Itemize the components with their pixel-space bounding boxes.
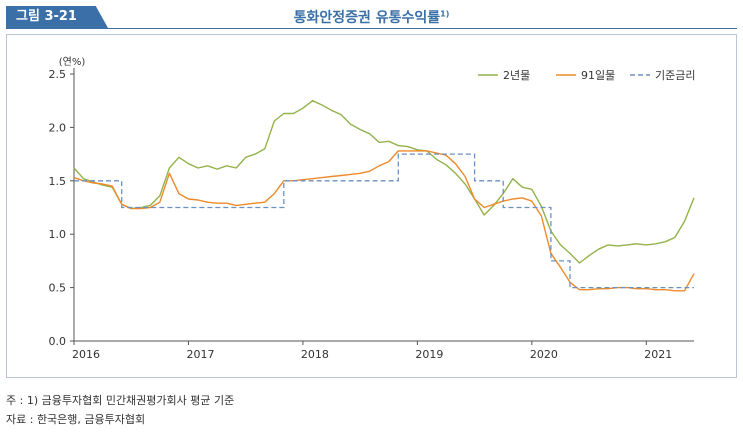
legend-base-rate-label: 기준금리 <box>655 69 695 82</box>
x-tick-label: 2016 <box>72 348 100 361</box>
chart-frame <box>6 34 737 378</box>
chart-title: 통화안정증권 유통수익률1) <box>0 7 743 27</box>
series-2y-line <box>73 100 695 264</box>
title-footnote-mark: 1) <box>440 9 450 19</box>
x-tick-label: 2018 <box>301 348 329 361</box>
series-base-rate-line <box>74 153 694 289</box>
x-tick-label: 2020 <box>530 348 558 361</box>
legend-2y-label: 2년물 <box>503 69 530 82</box>
chart-svg: 0.0 0.5 1.0 1.5 2.0 2.5(연%) 2016 2017 2018 2019 20… <box>49 56 696 361</box>
y-axis-unit: (연%) <box>59 56 86 68</box>
y-tick-label: 1.0 <box>49 228 67 241</box>
figure-label: 그림 3-21 <box>16 9 77 24</box>
y-tick-label: 1.5 <box>49 175 67 188</box>
x-tick-label: 2019 <box>415 348 443 361</box>
source-note: 자료 : 한국은행, 금융투자협회 <box>6 413 146 426</box>
y-tick-label: 0.5 <box>49 282 67 295</box>
title-rule <box>6 28 737 29</box>
x-tick-label: 2021 <box>644 348 672 361</box>
figure-label-badge: 그림 3-21 <box>6 6 108 28</box>
y-tick-label: 2.5 <box>49 68 67 81</box>
series-91d-line <box>73 150 695 292</box>
chart-title-text: 통화안정증권 유통수익률 <box>293 10 441 26</box>
y-tick-label: 0.0 <box>49 335 67 348</box>
y-tick-label: 2.0 <box>49 121 67 134</box>
legend-91d-label: 91일물 <box>581 68 615 82</box>
footnote: 주 : 1) 금융투자협회 민간채권평가회사 평균 기준 <box>6 394 235 407</box>
x-tick-label: 2017 <box>186 348 214 361</box>
